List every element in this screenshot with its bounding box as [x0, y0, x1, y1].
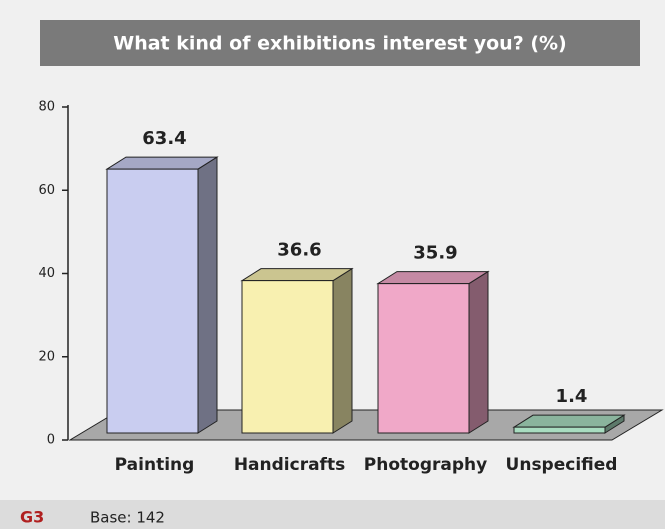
bar-front: [241, 280, 334, 434]
x-tick-label: Unspecified: [506, 455, 618, 475]
bar-front: [106, 168, 199, 434]
y-tick-label: 20: [38, 349, 55, 364]
bar: [240, 267, 354, 434]
figure-label: G3: [20, 508, 44, 527]
bar-top: [105, 156, 219, 170]
bar: [376, 270, 490, 434]
value-label: 63.4: [142, 128, 186, 149]
x-tick-label: Photography: [364, 455, 487, 475]
y-tick-label: 60: [38, 183, 55, 198]
bar-front: [377, 283, 470, 434]
x-tick-label: Handicrafts: [234, 455, 345, 475]
bar-top: [240, 268, 354, 282]
value-label: 36.6: [277, 240, 321, 261]
bar: [105, 156, 219, 434]
bar-side: [197, 156, 218, 434]
chart-title: What kind of exhibitions interest you? (…: [113, 33, 567, 55]
note: Base: 142: [90, 509, 165, 527]
y-tick-label: 40: [38, 266, 55, 281]
bar: [512, 414, 626, 434]
value-label: 35.9: [413, 243, 457, 264]
title-box: [40, 20, 640, 66]
bar-front: [513, 426, 606, 434]
bar-side: [332, 267, 353, 434]
bar-top: [376, 271, 490, 285]
bar-side: [468, 270, 489, 434]
bar-top: [512, 414, 626, 428]
y-tick-label: 0: [47, 433, 55, 448]
value-label: 1.4: [556, 386, 588, 407]
x-tick-label: Painting: [115, 455, 195, 475]
y-tick-label: 80: [38, 100, 55, 115]
footer-band: [0, 500, 665, 529]
